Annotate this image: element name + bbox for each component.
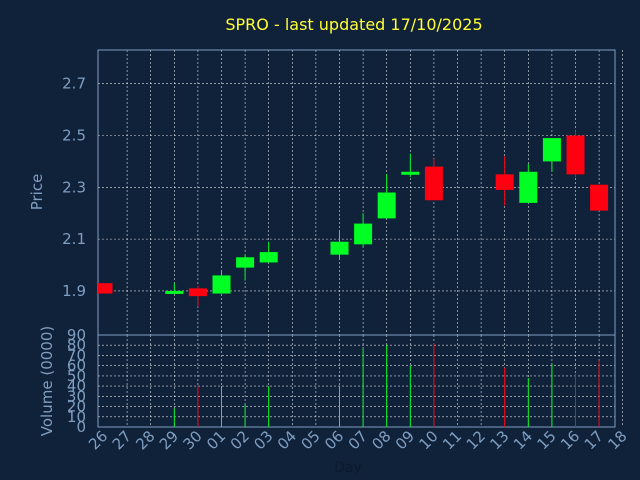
x-tick-label: 02	[227, 427, 253, 453]
volume-bars	[173, 343, 600, 427]
x-tick-label: 11	[439, 427, 465, 453]
x-tick-label: 27	[109, 427, 135, 453]
candle-body	[98, 283, 113, 294]
x-tick-label: 07	[345, 427, 371, 453]
volume-tick-label: 90	[67, 326, 86, 344]
x-tick-label: 06	[321, 427, 347, 453]
x-tick-label: 04	[274, 427, 300, 453]
price-tick-label: 2.1	[62, 230, 86, 248]
volume-tick-label: 50	[67, 367, 86, 385]
x-tick-label: 17	[581, 427, 607, 453]
candle-body	[188, 288, 207, 297]
x-tick-label: 26	[85, 427, 111, 453]
price-tick-label: 1.9	[62, 282, 86, 300]
candle-body	[495, 174, 514, 190]
x-tick-label: 13	[486, 427, 512, 453]
candle-body	[401, 171, 420, 175]
candle-body	[212, 275, 231, 294]
volume-tick-label: 80	[67, 336, 86, 354]
volume-plot-frame	[97, 334, 616, 428]
volume-gridlines	[98, 334, 624, 428]
candle-body	[566, 135, 585, 175]
x-tick-label: 09	[392, 427, 418, 453]
candle-body	[259, 252, 278, 263]
x-tick-label: 28	[132, 427, 158, 453]
candle-body	[165, 290, 184, 294]
volume-tick-label: 20	[67, 398, 86, 416]
candle-body	[424, 166, 443, 201]
candle-body	[590, 184, 609, 211]
x-tick-label: 08	[368, 427, 394, 453]
x-tick-label: 03	[250, 427, 276, 453]
price-candles	[98, 130, 609, 307]
x-tick-label: 30	[179, 427, 205, 453]
candle-body	[236, 257, 255, 268]
x-tick-label: 10	[415, 427, 441, 453]
price-axis-ticks: 1.9 2.1 2.3 2.5 2.7	[62, 75, 86, 300]
x-tick-label: 29	[156, 427, 182, 453]
volume-tick-label: 70	[67, 346, 86, 364]
volume-tick-label: 0	[76, 418, 86, 436]
x-axis-label: Day	[334, 460, 362, 476]
chart-title: SPRO - last updated 17/10/2025	[225, 15, 482, 34]
x-tick-label: 14	[510, 427, 536, 453]
volume-tick-label: 10	[67, 408, 86, 426]
price-tick-label: 2.7	[62, 75, 86, 93]
candle-body	[542, 138, 561, 162]
x-tick-label: 01	[203, 427, 229, 453]
day-axis-ticks: 2627282930010203040506070809101112131415…	[85, 427, 630, 453]
candle-body	[377, 192, 396, 219]
x-tick-label: 12	[463, 427, 489, 453]
volume-tick-label: 30	[67, 387, 86, 405]
volume-tick-label: 60	[67, 357, 86, 375]
price-tick-label: 2.5	[62, 127, 86, 145]
volume-axis-label: Volume (0000)	[38, 326, 56, 436]
candle-body	[519, 171, 538, 203]
candle-body	[330, 241, 349, 255]
price-axis-label: Price	[28, 174, 46, 211]
x-tick-label: 18	[604, 427, 630, 453]
candle-body	[354, 223, 373, 245]
price-tick-label: 2.3	[62, 178, 86, 196]
x-tick-label: 16	[557, 427, 583, 453]
x-tick-label: 05	[297, 427, 323, 453]
x-tick-label: 15	[533, 427, 559, 453]
volume-tick-label: 40	[67, 377, 86, 395]
